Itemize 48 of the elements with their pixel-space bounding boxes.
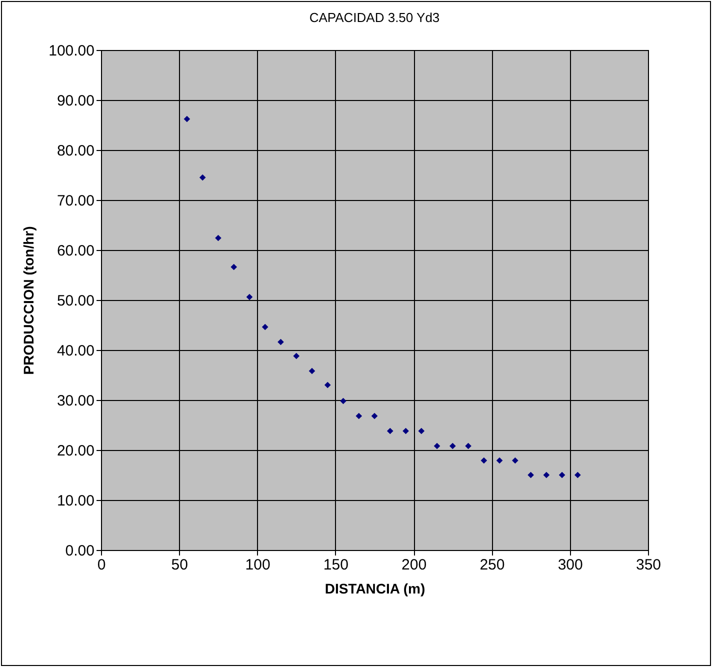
point (371, 412, 378, 420)
point (199, 174, 206, 181)
point (434, 442, 440, 450)
point (278, 338, 284, 346)
x-axis-title: DISTANCIA (m) (324, 580, 426, 596)
y-tick-label: 30.00 (56, 392, 94, 410)
point (356, 412, 362, 420)
point (308, 368, 316, 374)
y-tick-label: 40.00 (56, 342, 94, 360)
point (465, 442, 472, 450)
chart-title: CAPACIDAD 3.50 Yd3 (309, 10, 440, 25)
y-tick-label: 50.00 (56, 292, 94, 310)
y-tick-label: 20.00 (56, 442, 94, 460)
point (449, 442, 456, 450)
x-tick-label: 50 (171, 556, 188, 574)
point (558, 472, 566, 478)
point (246, 294, 253, 300)
point (543, 472, 550, 478)
point (293, 352, 300, 360)
y-tick-label: 100.00 (48, 42, 94, 60)
point (230, 264, 238, 270)
point (402, 428, 409, 434)
y-axis-title: PRODUCCION (ton/hr) (20, 226, 37, 375)
y-tick-label: 0.00 (65, 542, 94, 560)
y-tick-label: 70.00 (56, 192, 94, 210)
x-tick-label: 150 (323, 556, 348, 574)
point (262, 324, 268, 330)
point (418, 428, 425, 434)
point (340, 398, 346, 404)
x-tick-label: 200 (402, 556, 427, 574)
point (480, 457, 488, 464)
point (512, 457, 518, 464)
x-tick-label: 300 (558, 556, 583, 574)
y-tick-label: 90.00 (56, 92, 94, 110)
x-tick-label: 100 (245, 556, 270, 574)
y-tick-label: 80.00 (56, 142, 94, 160)
point (574, 472, 581, 478)
x-tick-label: 350 (636, 556, 662, 574)
x-tick-label: 0 (97, 556, 106, 574)
point (324, 382, 331, 388)
point (386, 428, 394, 434)
x-tick-label: 250 (480, 556, 505, 574)
point (528, 472, 534, 478)
y-tick-label: 10.00 (56, 492, 94, 510)
point (215, 234, 222, 242)
y-tick-label: 60.00 (56, 242, 94, 260)
point (184, 116, 190, 122)
point (496, 457, 503, 464)
